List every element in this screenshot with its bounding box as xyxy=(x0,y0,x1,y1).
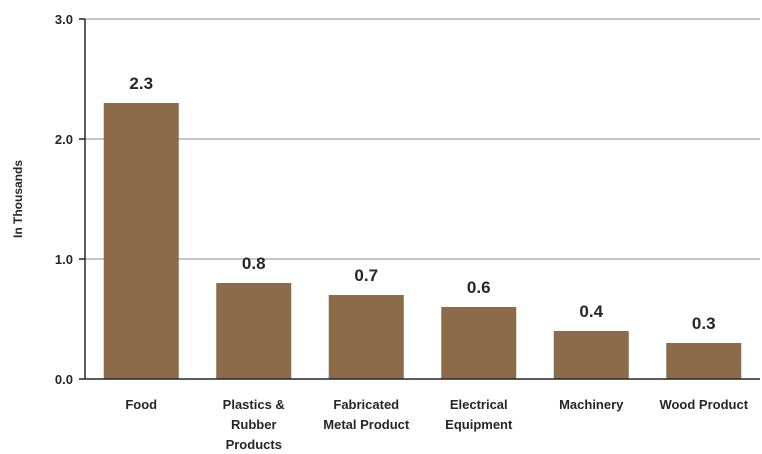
x-tick-label: Machinery xyxy=(559,397,624,412)
x-tick-label: Electrical Equipment xyxy=(445,397,513,432)
data-label: 0.8 xyxy=(242,254,266,273)
data-label: 2.3 xyxy=(129,74,153,93)
x-tick-label-line: Rubber xyxy=(231,417,277,432)
x-tick-label-line: Electrical xyxy=(450,397,508,412)
bar xyxy=(216,283,292,379)
bar xyxy=(103,103,179,379)
data-label: 0.6 xyxy=(467,278,491,297)
bar xyxy=(553,331,629,379)
x-tick-label: Wood Product xyxy=(659,397,748,412)
labels: 0.0 1.0 2.0 3.0 2.3 Food 0.8 Plastics & Rubber Pr… xyxy=(55,12,749,452)
bar xyxy=(666,343,742,379)
x-tick-label: Plastics & Rubber Products xyxy=(223,397,285,452)
x-tick-label-line: Wood Product xyxy=(659,397,748,412)
x-tick-label-line: Metal Product xyxy=(323,417,410,432)
y-axis-title: In Thousands xyxy=(11,160,25,238)
x-tick-label: Fabricated Metal Product xyxy=(323,397,410,432)
axes xyxy=(79,18,760,380)
data-label: 0.4 xyxy=(579,302,603,321)
bars xyxy=(103,103,742,379)
x-tick-label-line: Plastics & xyxy=(223,397,285,412)
x-tick-label-line: Machinery xyxy=(559,397,624,412)
x-tick-label-line: Food xyxy=(125,397,157,412)
x-tick-label-line: Fabricated xyxy=(333,397,399,412)
bar xyxy=(441,307,517,379)
x-tick-label-line: Equipment xyxy=(445,417,513,432)
y-tick-label: 0.0 xyxy=(55,372,73,387)
y-tick-label: 3.0 xyxy=(55,12,73,27)
y-tick-label: 1.0 xyxy=(55,252,73,267)
bar xyxy=(328,295,404,379)
x-tick-label-line: Products xyxy=(226,437,282,452)
y-tick-label: 2.0 xyxy=(55,132,73,147)
gridlines xyxy=(85,18,760,260)
data-label: 0.7 xyxy=(354,266,378,285)
x-tick-label: Food xyxy=(125,397,157,412)
data-label: 0.3 xyxy=(692,314,716,333)
